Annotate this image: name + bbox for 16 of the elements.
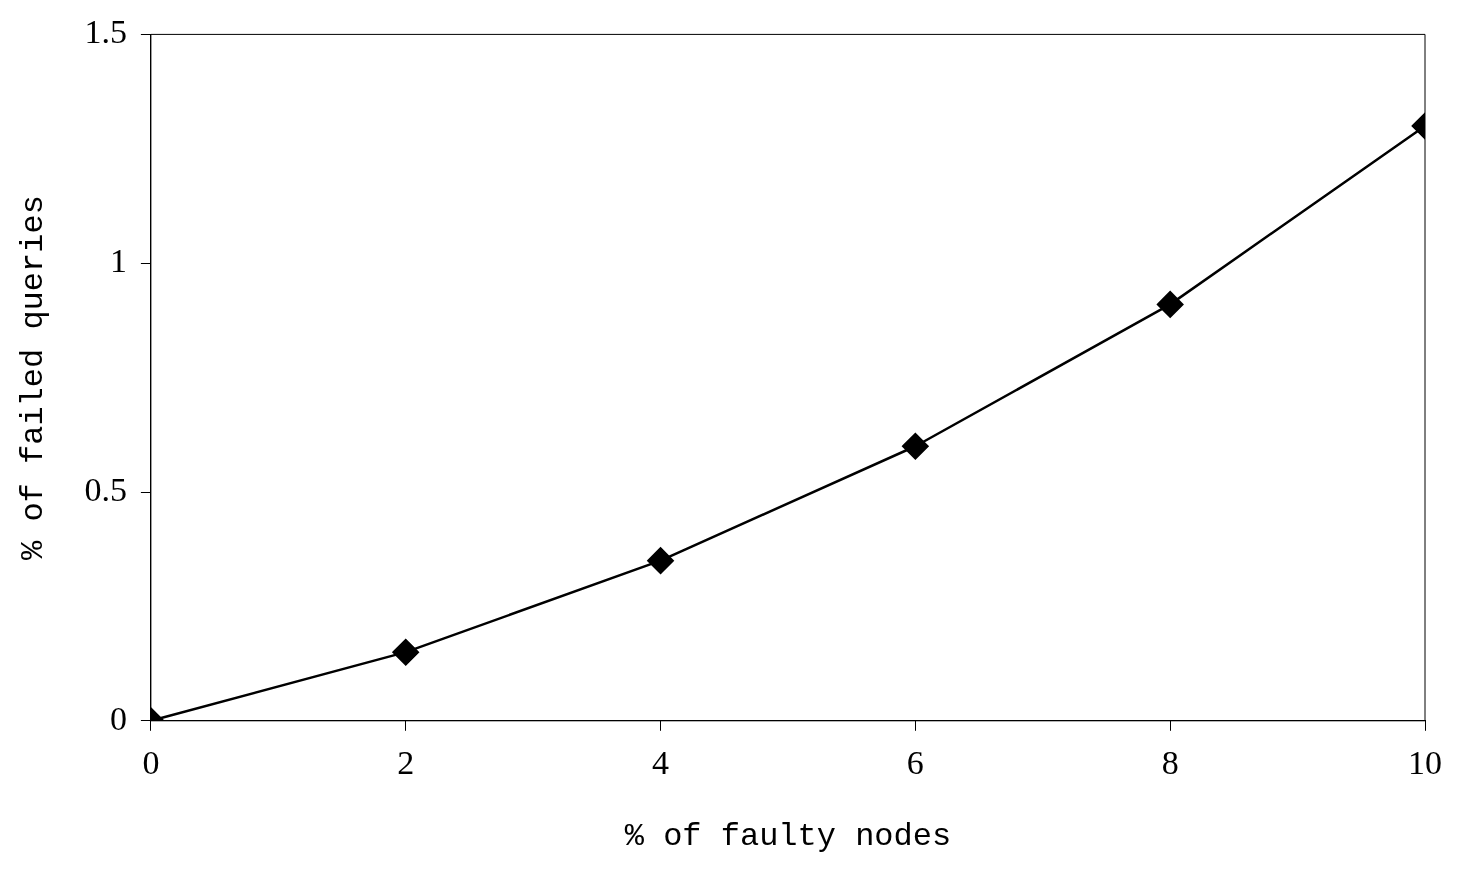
x-tick-label: 8 (1161, 744, 1179, 782)
point (902, 432, 929, 460)
x-tick-label: 2 (397, 744, 415, 782)
x-tick-label: 6 (906, 744, 924, 782)
x-axis-title: % of faulty nodes (624, 818, 952, 856)
x-tick-label: 10 (1408, 744, 1442, 782)
y-tick-label: 1.5 (84, 13, 127, 51)
point (647, 547, 674, 574)
x-tick-label: 0 (142, 744, 160, 782)
y-axis-title: % of failed queries (14, 195, 52, 561)
y-tick-label: 0.5 (84, 470, 127, 508)
point (1156, 291, 1184, 318)
x-tick-label: 4 (652, 744, 670, 782)
point (392, 638, 419, 666)
y-tick-label: 0 (109, 699, 127, 737)
y-tick-label: 1 (109, 242, 127, 280)
